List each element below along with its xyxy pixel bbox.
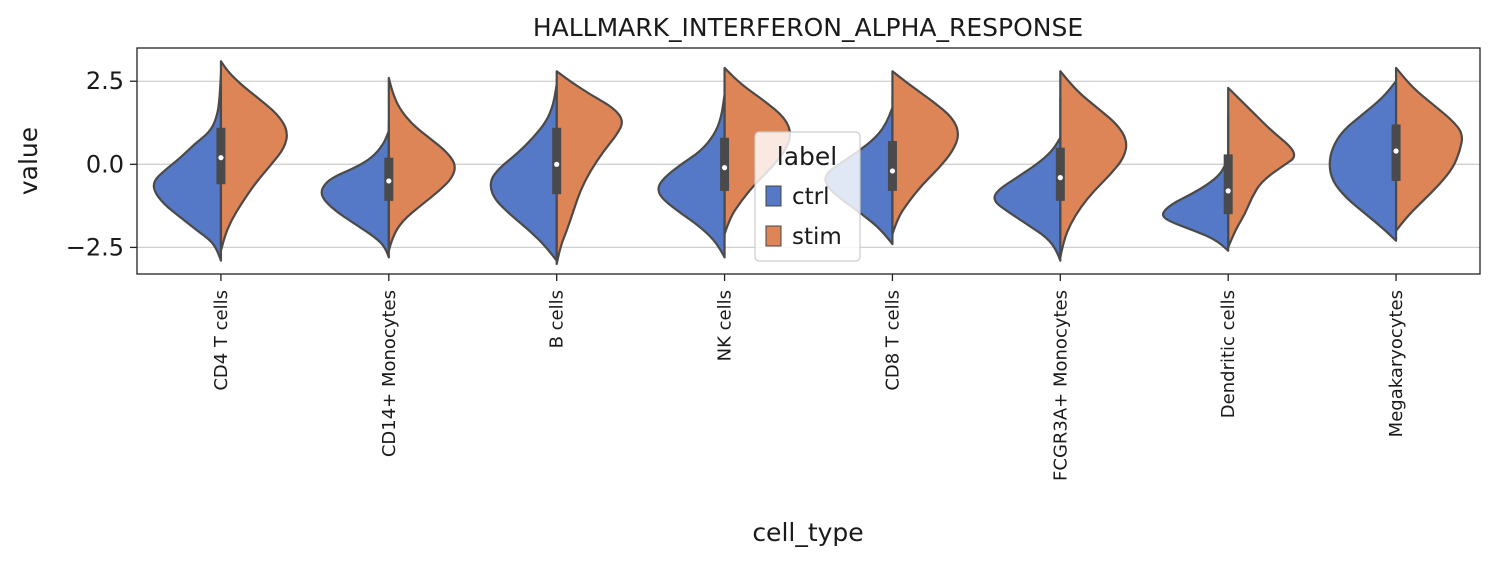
box-iqr <box>720 137 730 191</box>
x-tick-label: FCGR3A+ Monocytes <box>1050 290 1071 481</box>
box-median <box>218 155 224 161</box>
legend-label-ctrl: ctrl <box>792 184 830 210</box>
y-axis: 2.5 0.0 −2.5 <box>66 67 137 261</box>
x-tick-label: Dendritic cells <box>1218 290 1239 418</box>
box-median <box>1393 148 1399 154</box>
x-axis: CD4 T cells CD14+ Monocytes B cells NK cell… <box>211 274 1407 481</box>
x-tick-label: CD4 T cells <box>211 290 232 391</box>
legend-label-stim: stim <box>792 224 842 250</box>
violin-stim <box>891 70 960 236</box>
violin-stim <box>219 60 288 252</box>
x-tick-label: Megakaryocytes <box>1386 290 1407 437</box>
y-tick-label: 2.5 <box>86 67 124 95</box>
box-median <box>1057 175 1063 181</box>
violin-ctrl <box>993 136 1062 262</box>
violin-ctrl <box>320 129 390 259</box>
legend-swatch-stim <box>765 225 782 247</box>
violin-stim <box>1227 86 1296 249</box>
box-median <box>721 165 728 171</box>
box-iqr <box>552 127 562 195</box>
violin-ctrl <box>489 83 558 262</box>
x-tick-label: CD14+ Monocytes <box>379 290 400 457</box>
box-plots <box>216 77 1401 248</box>
y-tick-label: −2.5 <box>66 233 124 261</box>
box-iqr <box>1055 147 1065 201</box>
legend-title: label <box>777 142 837 171</box>
box-median <box>1225 188 1231 194</box>
violin-ctrl <box>1328 80 1398 242</box>
violin-ctrl <box>152 73 223 262</box>
box-iqr <box>1223 154 1233 215</box>
box-median <box>554 161 560 167</box>
violin-stim <box>1059 70 1128 259</box>
x-tick-label: NK cells <box>715 290 736 361</box>
chart-title: HALLMARK_INTERFERON_ALPHA_RESPONSE <box>533 13 1083 42</box>
x-tick-label: CD8 T cells <box>882 290 903 391</box>
x-tick-label: B cells <box>547 290 568 348</box>
legend: label ctrl stim <box>754 131 861 262</box>
plot-frame <box>136 47 1481 275</box>
violin-stim <box>1394 66 1464 232</box>
violin-ctrl <box>1161 156 1230 252</box>
violin-ctrl <box>657 93 726 259</box>
violin-stim <box>555 70 623 266</box>
y-tick-label: 0.0 <box>86 150 124 178</box>
box-median <box>889 168 896 174</box>
box-median <box>386 178 392 184</box>
y-axis-label: value <box>14 127 43 195</box>
violin-stim <box>387 76 456 252</box>
x-axis-label: cell_type <box>752 518 863 547</box>
box-iqr <box>887 141 897 191</box>
legend-swatch-ctrl <box>765 185 782 207</box>
